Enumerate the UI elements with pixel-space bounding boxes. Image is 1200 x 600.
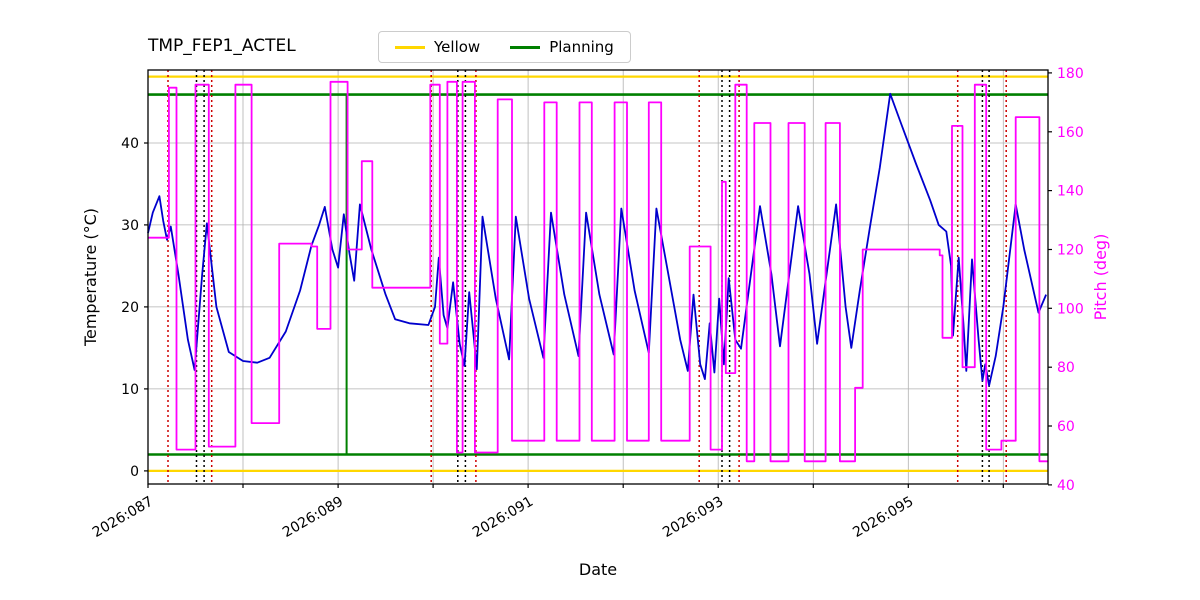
planning-line-swatch — [510, 45, 541, 49]
y-axis-label-right: Pitch (deg) — [1091, 234, 1110, 321]
svg-text:20: 20 — [121, 300, 139, 316]
plot-border — [147, 69, 1049, 485]
svg-text:2026:095: 2026:095 — [850, 494, 916, 541]
legend: Yellow Planning — [378, 31, 631, 63]
legend-planning-label: Planning — [549, 38, 614, 56]
svg-text:120: 120 — [1057, 243, 1084, 259]
series-pitch — [148, 80, 1048, 463]
axis-ticks: 2026:087 2026:089 2026:091 2026:093 2026:095… — [90, 66, 1084, 541]
y-axis-label-left: Temperature (°C) — [81, 208, 100, 347]
svg-text:2026:091: 2026:091 — [470, 494, 536, 541]
svg-text:30: 30 — [121, 218, 139, 234]
svg-text:160: 160 — [1057, 125, 1084, 141]
svg-text:2026:089: 2026:089 — [280, 494, 346, 541]
legend-item-planning: Planning — [510, 38, 614, 56]
series-temperature — [147, 92, 1047, 387]
marker-lines — [167, 70, 1007, 484]
chart-title: TMP_FEP1_ACTEL — [148, 36, 296, 56]
svg-text:100: 100 — [1057, 301, 1084, 317]
svg-text:140: 140 — [1057, 184, 1084, 200]
grid — [147, 70, 1048, 484]
svg-text:10: 10 — [121, 382, 139, 398]
yellow-line-swatch — [395, 45, 425, 49]
svg-text:2026:087: 2026:087 — [90, 494, 156, 541]
legend-yellow-label: Yellow — [434, 38, 481, 56]
svg-text:2026:093: 2026:093 — [660, 494, 726, 541]
legend-item-yellow: Yellow — [395, 38, 480, 56]
svg-text:180: 180 — [1057, 66, 1084, 82]
svg-text:40: 40 — [121, 136, 139, 152]
x-axis-label: Date — [578, 560, 618, 579]
svg-text:80: 80 — [1057, 360, 1075, 376]
svg-text:0: 0 — [130, 464, 139, 480]
svg-text:40: 40 — [1057, 478, 1075, 494]
svg-text:60: 60 — [1057, 419, 1075, 435]
limit-lines — [148, 75, 1048, 472]
